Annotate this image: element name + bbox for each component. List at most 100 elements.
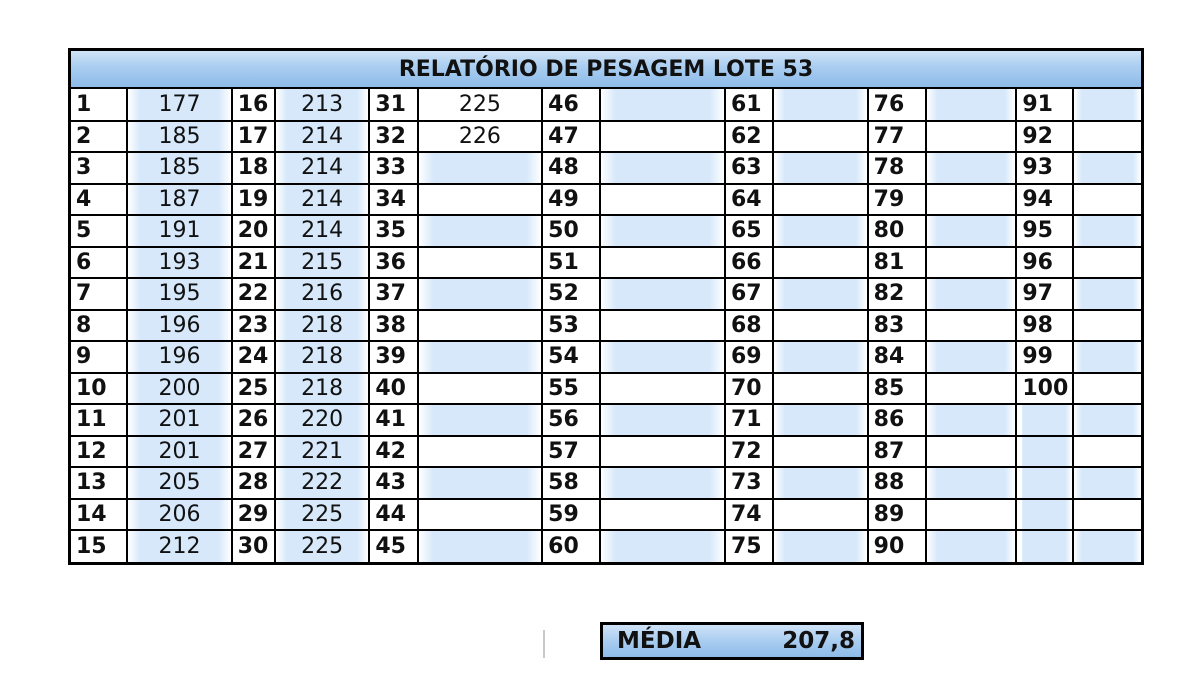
weight-value-cell xyxy=(772,466,869,500)
weight-value-cell: 214 xyxy=(273,151,371,185)
row-number-cell: 62 xyxy=(723,119,775,153)
weight-value-cell xyxy=(416,277,544,311)
row-number-cell: 77 xyxy=(866,119,927,153)
weight-value-cell xyxy=(924,403,1018,437)
weight-value-cell: 193 xyxy=(126,245,233,279)
average-label: MÉDIA xyxy=(617,628,702,654)
row-number-cell: 66 xyxy=(723,245,775,279)
weight-value-cell xyxy=(599,277,726,311)
weight-value-cell xyxy=(924,529,1018,562)
row-number-cell: 76 xyxy=(866,89,927,122)
row-number-cell: 37 xyxy=(368,277,419,311)
weight-value-cell: 201 xyxy=(126,434,233,468)
row-number-cell: 33 xyxy=(368,151,419,185)
table-row: 4 187 19 214 34 49 64 79 94 xyxy=(71,182,1141,216)
table-row: 6 193 21 215 36 51 66 81 96 xyxy=(71,245,1141,279)
row-number-cell: 38 xyxy=(368,308,419,342)
row-number-cell: 73 xyxy=(723,466,775,500)
row-number-cell: 31 xyxy=(368,89,419,122)
weight-value-cell xyxy=(599,182,726,216)
weight-value-cell xyxy=(1071,214,1141,248)
row-number-cell: 94 xyxy=(1015,182,1074,216)
weight-value-cell xyxy=(599,466,726,500)
row-number-cell: 12 xyxy=(71,434,129,468)
row-number-cell: 81 xyxy=(866,245,927,279)
row-number-cell: 86 xyxy=(866,403,927,437)
weight-value-cell xyxy=(924,466,1018,500)
weight-value-cell xyxy=(1071,151,1141,185)
weight-value-cell xyxy=(772,245,869,279)
table-row: 2 185 17 214 32 226 47 62 77 92 xyxy=(71,119,1141,153)
row-number-cell: 56 xyxy=(541,403,602,437)
row-number-cell: 100 xyxy=(1015,371,1074,405)
row-number-cell: 50 xyxy=(541,214,602,248)
table-row: 1 177 16 213 31 225 46 61 76 91 xyxy=(71,89,1141,122)
weight-value-cell xyxy=(416,466,544,500)
weight-value-cell: 214 xyxy=(273,182,371,216)
weight-value-cell xyxy=(772,151,869,185)
row-number-cell: 79 xyxy=(866,182,927,216)
table-row: 15 212 30 225 45 60 75 90 xyxy=(71,529,1141,562)
row-number-cell: 93 xyxy=(1015,151,1074,185)
row-number-cell: 98 xyxy=(1015,308,1074,342)
weight-value-cell xyxy=(772,89,869,122)
row-number-cell: 14 xyxy=(71,497,129,531)
table-row: 10 200 25 218 40 55 70 85 100 xyxy=(71,371,1141,405)
weight-value-cell xyxy=(416,497,544,531)
row-number-cell: 82 xyxy=(866,277,927,311)
row-number-cell: 84 xyxy=(866,340,927,374)
row-number-cell: 75 xyxy=(723,529,775,562)
weight-value-cell xyxy=(599,340,726,374)
weight-value-cell: 214 xyxy=(273,119,371,153)
weight-value-cell xyxy=(772,119,869,153)
weight-value-cell xyxy=(416,214,544,248)
row-number-cell xyxy=(1015,466,1074,500)
weight-value-cell xyxy=(772,308,869,342)
weighing-report-sheet: RELATÓRIO DE PESAGEM LOTE 53 1 177 16 213 31… xyxy=(68,48,1144,565)
row-number-cell: 67 xyxy=(723,277,775,311)
weight-value-cell xyxy=(599,529,726,562)
weight-value-cell: 218 xyxy=(273,371,371,405)
weight-value-cell xyxy=(1071,245,1141,279)
row-number-cell: 11 xyxy=(71,403,129,437)
row-number-cell: 18 xyxy=(230,151,276,185)
weight-value-cell: 205 xyxy=(126,466,233,500)
table-row: 11 201 26 220 41 56 71 86 xyxy=(71,403,1141,437)
row-number-cell: 2 xyxy=(71,119,129,153)
weight-value-cell xyxy=(599,245,726,279)
weight-value-cell xyxy=(416,403,544,437)
row-number-cell: 78 xyxy=(866,151,927,185)
weight-value-cell: 220 xyxy=(273,403,371,437)
average-box: MÉDIA 207,8 xyxy=(600,622,864,660)
row-number-cell: 65 xyxy=(723,214,775,248)
row-number-cell: 72 xyxy=(723,434,775,468)
weight-value-cell xyxy=(599,119,726,153)
weight-value-cell xyxy=(924,277,1018,311)
weight-value-cell xyxy=(924,308,1018,342)
row-number-cell: 92 xyxy=(1015,119,1074,153)
row-number-cell: 45 xyxy=(368,529,419,562)
weight-value-cell xyxy=(416,245,544,279)
weight-value-cell xyxy=(599,371,726,405)
row-number-cell: 95 xyxy=(1015,214,1074,248)
weight-value-cell xyxy=(1071,403,1141,437)
weight-value-cell: 185 xyxy=(126,119,233,153)
row-number-cell: 29 xyxy=(230,497,276,531)
row-number-cell: 35 xyxy=(368,214,419,248)
row-number-cell: 6 xyxy=(71,245,129,279)
row-number-cell: 41 xyxy=(368,403,419,437)
row-number-cell: 32 xyxy=(368,119,419,153)
weight-value-cell xyxy=(416,151,544,185)
weight-value-cell xyxy=(924,434,1018,468)
row-number-cell: 1 xyxy=(71,89,129,122)
weight-value-cell: 222 xyxy=(273,466,371,500)
row-number-cell: 43 xyxy=(368,466,419,500)
row-number-cell: 27 xyxy=(230,434,276,468)
row-number-cell: 3 xyxy=(71,151,129,185)
weight-value-cell xyxy=(772,340,869,374)
weight-value-cell xyxy=(1071,277,1141,311)
weighing-table: 1 177 16 213 31 225 46 61 76 91 2 185 17 214 32 226 47 62… xyxy=(71,89,1141,562)
weight-value-cell: 196 xyxy=(126,308,233,342)
row-number-cell: 60 xyxy=(541,529,602,562)
row-number-cell: 30 xyxy=(230,529,276,562)
